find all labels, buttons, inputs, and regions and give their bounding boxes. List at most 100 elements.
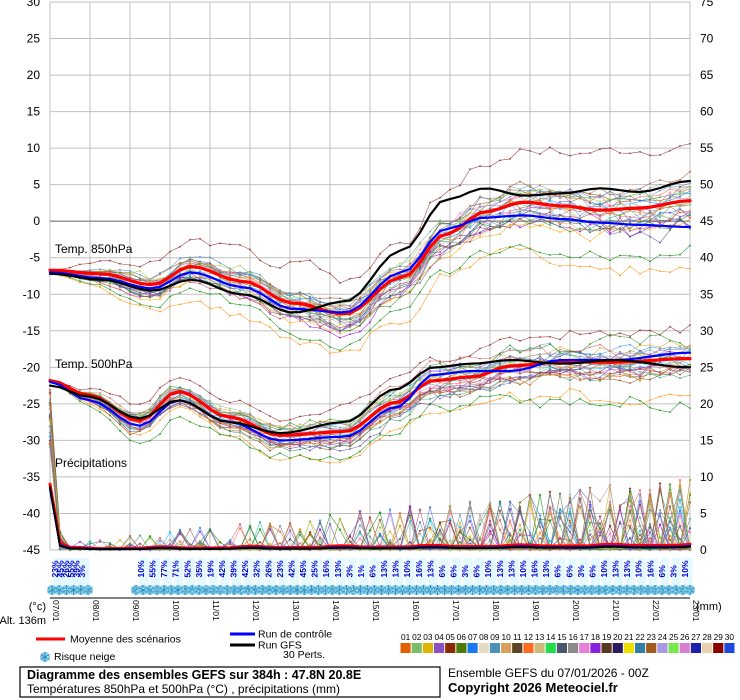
svg-text:13%: 13% [506,560,516,577]
svg-text:6%: 6% [449,565,459,578]
svg-text:-45: -45 [23,543,41,557]
svg-text:Copyright 2026 Meteociel.fr: Copyright 2026 Meteociel.fr [448,680,618,695]
svg-text:25: 25 [700,360,714,374]
svg-text:-10: -10 [23,287,41,301]
svg-text:65: 65 [700,68,714,82]
svg-text:3%: 3% [344,565,354,578]
svg-text:26: 26 [680,632,690,642]
svg-text:6%: 6% [657,565,667,578]
svg-text:23/01: 23/01 [691,600,701,622]
svg-text:75: 75 [700,0,714,9]
svg-text:16%: 16% [645,560,655,577]
svg-text:0: 0 [33,214,40,228]
svg-text:42%: 42% [217,560,227,577]
svg-text:6%: 6% [367,565,377,578]
svg-text:(°c): (°c) [29,601,46,613]
svg-text:18: 18 [591,632,601,642]
svg-text:40: 40 [700,251,714,265]
svg-text:5: 5 [33,178,40,192]
svg-text:25: 25 [669,632,679,642]
svg-text:27: 27 [691,632,701,642]
svg-text:10%: 10% [483,560,493,577]
svg-text:55%: 55% [148,560,158,577]
svg-text:21: 21 [624,632,634,642]
svg-text:-25: -25 [23,397,41,411]
svg-text:6%: 6% [437,565,447,578]
svg-text:3%: 3% [576,565,586,578]
svg-text:35: 35 [700,287,714,301]
svg-text:-15: -15 [23,324,41,338]
svg-text:29: 29 [714,632,724,642]
svg-text:09/01: 09/01 [131,600,141,622]
svg-text:Temp. 850hPa: Temp. 850hPa [55,242,133,256]
svg-text:Diagramme des ensembles GEFS s: Diagramme des ensembles GEFS sur 384h : … [27,668,361,682]
svg-text:16%: 16% [530,560,540,577]
svg-text:30 Perts.: 30 Perts. [283,649,325,661]
svg-text:19%: 19% [205,560,215,577]
svg-text:06: 06 [457,632,467,642]
svg-text:20: 20 [613,632,623,642]
svg-text:20/01: 20/01 [571,600,581,622]
svg-text:Précipitations: Précipitations [55,456,127,470]
svg-text:18/01: 18/01 [491,600,501,622]
svg-text:-5: -5 [29,251,40,265]
svg-text:13: 13 [535,632,545,642]
svg-text:Risque neige: Risque neige [54,651,115,663]
svg-text:11: 11 [513,632,522,642]
svg-text:45%: 45% [298,560,308,577]
svg-text:13%: 13% [541,560,551,577]
svg-text:08: 08 [479,632,489,642]
svg-text:02: 02 [412,632,422,642]
svg-text:13%: 13% [333,560,343,577]
svg-text:30: 30 [700,324,714,338]
svg-text:13/01: 13/01 [291,600,301,622]
svg-text:10%: 10% [680,560,690,577]
svg-text:50: 50 [700,178,714,192]
svg-text:42%: 42% [286,560,296,577]
svg-text:52%: 52% [182,560,192,577]
svg-text:23: 23 [647,632,657,642]
svg-text:Temp. 500hPa: Temp. 500hPa [55,357,133,371]
svg-text:13%: 13% [622,560,632,577]
svg-text:12/01: 12/01 [251,600,261,622]
svg-text:15: 15 [557,632,567,642]
svg-text:32%: 32% [252,560,262,577]
svg-text:16: 16 [568,632,578,642]
svg-text:12: 12 [524,632,534,642]
svg-text:Ensemble GEFS du 07/01/2026 -: Ensemble GEFS du 07/01/2026 - 00Z [448,666,649,680]
svg-text:6%: 6% [472,565,482,578]
svg-text:39%: 39% [229,560,239,577]
svg-text:03: 03 [423,632,433,642]
svg-text:21/01: 21/01 [611,600,621,622]
svg-text:07: 07 [468,632,478,642]
svg-text:16%: 16% [414,560,424,577]
svg-text:77%: 77% [159,560,169,577]
svg-text:13%: 13% [379,560,389,577]
svg-text:Alt. 136m: Alt. 136m [0,615,46,627]
svg-text:25: 25 [27,32,41,46]
svg-text:10%: 10% [518,560,528,577]
svg-text:-40: -40 [23,506,41,520]
svg-text:Températures 850hPa et 500hPa: Températures 850hPa et 500hPa (°C) , pré… [27,682,340,696]
svg-text:13%: 13% [425,560,435,577]
svg-text:3%: 3% [77,565,87,578]
svg-text:15: 15 [700,433,714,447]
svg-text:1%: 1% [356,565,366,578]
svg-text:10%: 10% [599,560,609,577]
svg-text:17/01: 17/01 [451,600,461,622]
svg-text:19/01: 19/01 [531,600,541,622]
svg-text:10: 10 [700,470,714,484]
svg-text:45: 45 [700,214,714,228]
svg-text:-20: -20 [23,360,41,374]
svg-text:30: 30 [725,632,735,642]
svg-text:19: 19 [602,632,612,642]
svg-text:13%: 13% [611,560,621,577]
svg-text:20: 20 [27,68,41,82]
svg-text:35%: 35% [194,560,204,577]
svg-text:10: 10 [501,632,511,642]
svg-text:10%: 10% [136,560,146,577]
svg-text:14/01: 14/01 [331,600,341,622]
svg-text:6%: 6% [564,565,574,578]
svg-text:3%: 3% [460,565,470,578]
svg-text:42%: 42% [240,560,250,577]
